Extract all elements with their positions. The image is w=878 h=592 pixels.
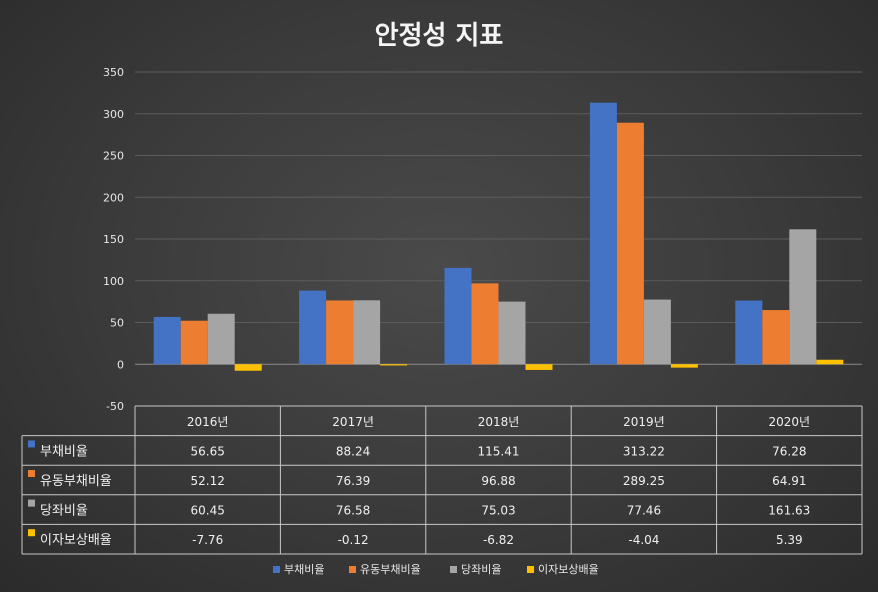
table-series-name: 이자보상배율 [40,533,112,548]
legend-label: 부채비율 [284,563,324,576]
table-cell-value: -7.76 [192,533,223,547]
bar [616,122,644,365]
bar [180,320,208,365]
bar [326,300,354,365]
table-cell-value: 52.12 [191,474,225,488]
bar [816,359,844,365]
table-legend-key [28,470,35,477]
bar [234,364,262,371]
table-cell-value: 76.28 [772,444,806,458]
table-header-category: 2018년 [478,415,520,429]
y-axis: 350 300 250 200 150 100 50 0 -50 [103,66,124,413]
table-header-category: 2019년 [623,415,665,429]
bar [643,299,671,365]
bar [498,301,526,365]
y-tick-label: 100 [103,275,124,288]
table-header-category: 2017년 [332,415,374,429]
table-cell-value: 77.46 [627,504,661,518]
bar [471,283,499,365]
table-cell-value: -0.12 [338,533,369,547]
bar [380,364,408,366]
legend-key [273,566,280,573]
table-legend-key [28,499,35,507]
bar [762,310,790,365]
bar [525,364,553,370]
table-header-category: 2016년 [187,415,229,429]
y-tick-label: 250 [103,150,124,163]
bar [735,300,763,365]
bar [589,102,617,365]
table-series-name: 부채비율 [40,444,88,459]
bar [670,364,698,368]
table-series-name: 유동부채비율 [40,474,112,489]
legend-label: 유동부채비율 [360,563,421,576]
legend: 부채비율 유동부채비율 당좌비율 이자보상배율 [273,563,599,576]
bar [299,290,327,365]
bar [153,316,181,365]
legend-key [450,566,457,573]
table-cell-value: 88.24 [336,444,370,458]
table-cell-value: 64.91 [772,474,806,488]
table-cell-value: 5.39 [776,533,803,547]
table-cell-value: 75.03 [481,504,515,518]
table-cell-value: 115.41 [478,444,520,458]
bar [207,313,235,365]
table-legend-key [28,440,35,448]
table-cell-value: 96.88 [481,474,515,488]
table-legend-key [28,529,35,537]
table-cell-value: 76.39 [336,474,370,488]
table-cell-value: -6.82 [483,533,514,547]
table-header-category: 2020년 [769,415,811,429]
table-cell-value: -4.04 [628,533,659,547]
bar [353,300,381,365]
y-tick-label: -50 [106,400,124,413]
y-tick-label: 300 [103,108,124,121]
legend-key [527,566,534,573]
legend-label: 이자보상배율 [538,563,599,576]
y-tick-label: 0 [117,358,124,371]
y-tick-label: 200 [103,191,124,204]
table-cell-value: 313.22 [623,444,665,458]
table-series-name: 당좌비율 [40,504,88,519]
y-tick-label: 350 [103,66,124,79]
table-cell-value: 76.58 [336,504,370,518]
legend-key [349,566,356,573]
bars [153,102,844,371]
chart-title: 안정성 지표 [375,21,504,51]
bar [789,229,817,365]
y-tick-label: 50 [110,317,124,330]
y-tick-label: 150 [103,233,124,246]
bar [444,267,472,365]
table-cell-value: 161.63 [768,504,810,518]
legend-label: 당좌비율 [461,563,501,576]
table-cell-value: 56.65 [191,444,225,458]
table-cell-value: 60.45 [191,504,225,518]
table-cell-value: 289.25 [623,474,665,488]
